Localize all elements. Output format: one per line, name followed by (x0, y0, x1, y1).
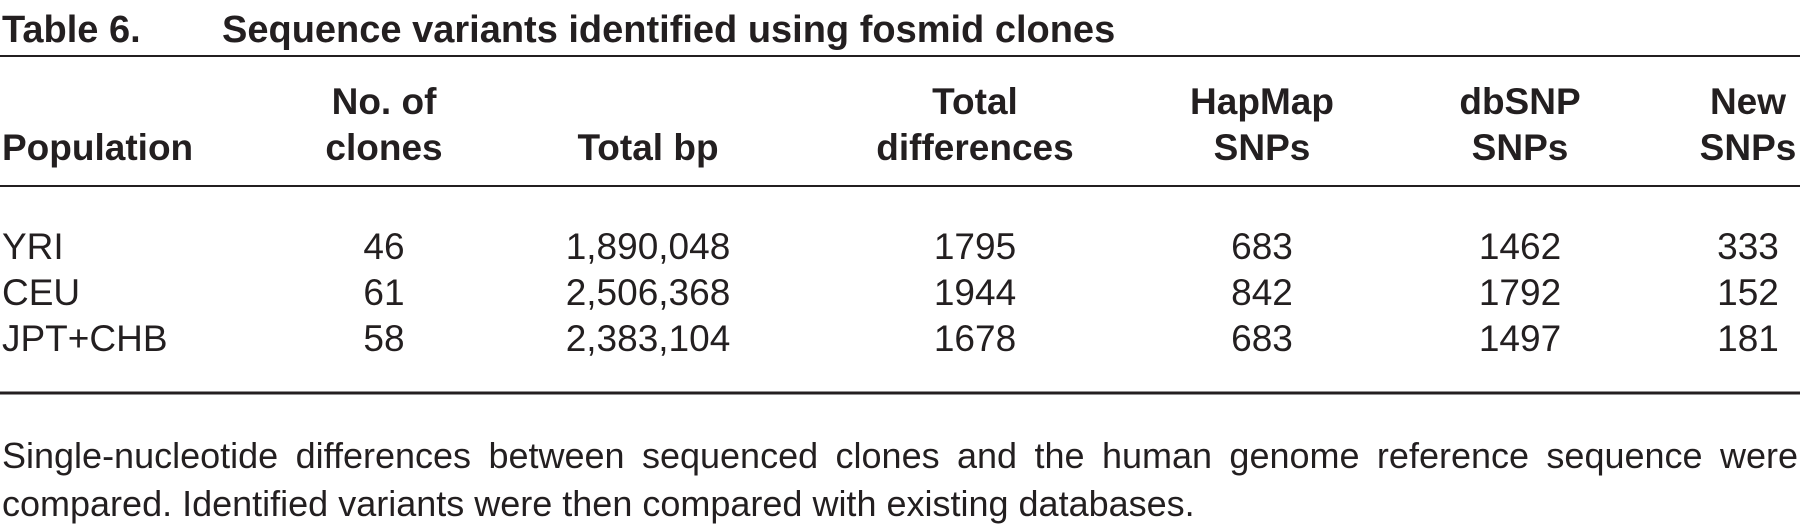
table-cell: 152 (1717, 272, 1779, 313)
column-header: HapMap (1190, 81, 1334, 122)
table-cell: 1792 (1479, 272, 1561, 313)
column-header: Total (932, 81, 1018, 122)
table-cell: 333 (1717, 226, 1779, 267)
column-header: No. of (332, 81, 437, 122)
table-cell: 1497 (1479, 318, 1561, 359)
column-header: differences (876, 127, 1073, 168)
column-header: Population (2, 127, 193, 168)
table-title: Sequence variants identified using fosmi… (222, 9, 1115, 51)
table-cell: 842 (1231, 272, 1293, 313)
table-cell: 181 (1717, 318, 1779, 359)
row-label: JPT+CHB (2, 318, 168, 359)
row-label: CEU (2, 272, 80, 313)
table-cell: 683 (1231, 226, 1293, 267)
column-header: SNPs (1700, 127, 1797, 168)
column-header: dbSNP (1459, 81, 1580, 122)
table-cell: 1678 (934, 318, 1016, 359)
table-cell: 61 (363, 272, 404, 313)
table-figure: Table 6. Sequence variants identified us… (0, 9, 1800, 395)
table-cell: 58 (363, 318, 404, 359)
table-cell: 1944 (934, 272, 1016, 313)
row-label: YRI (2, 226, 64, 267)
table-cell: 46 (363, 226, 404, 267)
column-header: SNPs (1214, 127, 1311, 168)
table-cell: 683 (1231, 318, 1293, 359)
table-cell: 2,383,104 (566, 318, 731, 359)
table-footnote: Single-nucleotide differences between se… (2, 435, 1798, 524)
table-cell: 1795 (934, 226, 1016, 267)
column-header: Total bp (577, 127, 718, 168)
table-label: Table 6. (2, 9, 141, 51)
table-cell: 1,890,048 (566, 226, 731, 267)
column-header: clones (325, 127, 442, 168)
column-header: New (1710, 81, 1786, 122)
table-cell: 1462 (1479, 226, 1561, 267)
column-header: SNPs (1472, 127, 1569, 168)
table-cell: 2,506,368 (566, 272, 731, 313)
